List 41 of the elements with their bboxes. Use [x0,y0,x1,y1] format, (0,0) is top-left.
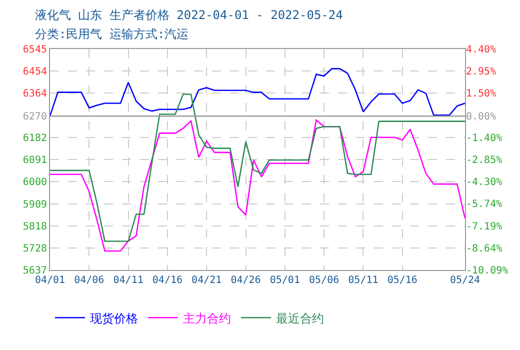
line-series [50,119,465,252]
line-series [50,94,465,242]
x-tick-label: 04/21 [192,275,222,286]
x-tick-label: 04/16 [152,275,183,286]
x-tick-label: 05/01 [270,275,300,286]
legend-label: 主力合约 [183,311,231,326]
chart-subtitle: 分类:民用气 运输方式:汽运 [35,27,189,41]
line-series [50,68,465,117]
x-tick-label: 05/06 [309,275,340,286]
y2-tick-label: 0.00% [466,112,496,123]
x-tick-label: 05/24 [450,275,480,286]
y2-tick-label: -7.19% [466,221,502,232]
x-tick-label: 05/16 [387,275,418,286]
x-tick-label: 05/11 [348,275,378,286]
chart-title: 液化气 山东 生产者价格 2022-04-01 - 2022-05-24 [35,8,343,22]
legend-label: 最近合约 [276,311,324,326]
y-tick-label: 5818 [22,221,47,232]
legend-label: 现货价格 [90,311,138,326]
y2-tick-label: -8.64% [466,243,502,254]
y2-tick-label: 1.50% [466,88,496,100]
y2-tick-label: -4.30% [466,177,502,188]
y-tick-label: 6000 [22,177,47,188]
y2-tick-label: -10.09% [466,266,508,276]
x-tick-label: 04/06 [74,275,104,286]
y-tick-label: 6364 [22,88,47,100]
y2-tick-label: 2.95% [466,66,496,78]
y2-tick-label: 4.40% [466,44,496,56]
y-tick-label: 6091 [22,155,47,166]
y-tick-label: 6454 [22,66,47,78]
x-tick-label: 04/11 [113,275,144,286]
y-tick-label: 5728 [22,243,47,254]
y2-tick-label: -2.85% [466,155,502,166]
y2-tick-label: -5.74% [466,199,502,210]
y-tick-label: 5637 [22,266,47,276]
y-tick-label: 6182 [22,132,47,144]
y-tick-label: 6270 [22,111,47,122]
x-tick-label: 04/26 [230,275,261,286]
x-tick-label: 04/01 [34,275,66,286]
y2-tick-label: -1.40% [466,132,502,144]
y-tick-label: 6545 [22,44,47,56]
y-tick-label: 5909 [22,199,47,210]
